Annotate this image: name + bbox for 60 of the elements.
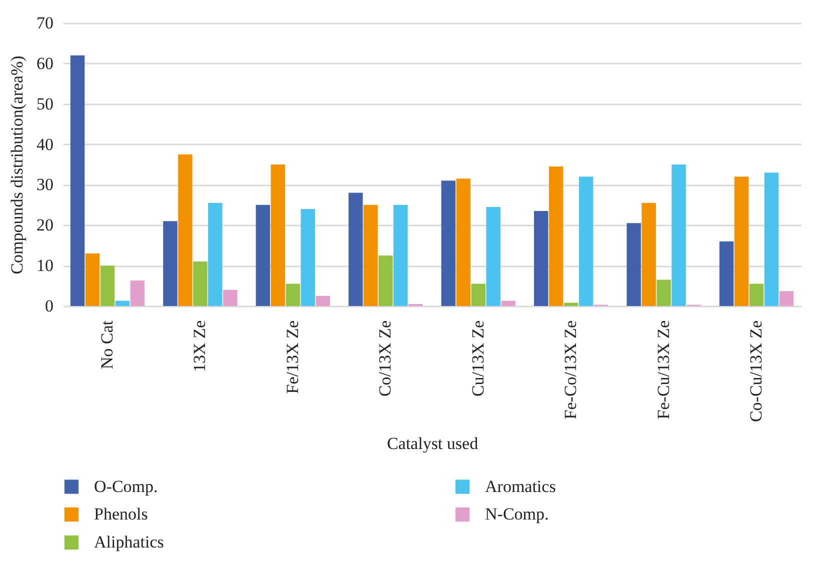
bar — [394, 204, 408, 306]
y-tick-label: 10 — [36, 256, 54, 276]
x-axis-title: Catalyst used — [386, 434, 479, 454]
legend-label: N-Comp. — [485, 504, 549, 524]
y-tick-label: 30 — [36, 175, 54, 194]
bar — [486, 206, 500, 306]
legend-label: Aromatics — [485, 476, 556, 496]
bar — [316, 296, 330, 306]
x-tick-label: 13X Ze — [190, 320, 210, 372]
bar — [223, 290, 238, 306]
bar — [534, 210, 548, 306]
bar — [642, 202, 656, 306]
bar — [193, 262, 208, 306]
bar — [378, 255, 393, 306]
bar — [564, 302, 578, 306]
bar — [734, 176, 749, 306]
bar — [456, 178, 470, 306]
bar — [672, 164, 686, 306]
bar — [626, 223, 641, 306]
x-tick-label: Fe-Cu/13X Ze — [654, 320, 673, 420]
y-axis-title: Compounds distribution(area%) — [8, 56, 26, 274]
x-tick-label: Cu/13X Ze — [468, 320, 488, 397]
legend-label: O-Comp. — [94, 476, 158, 496]
bar — [501, 300, 516, 306]
legend-label: Aliphatics — [94, 532, 164, 552]
x-tick-label: Fe/13X Ze — [282, 320, 302, 394]
bar — [764, 172, 779, 306]
y-tick-label: 20 — [36, 216, 54, 235]
y-tick-label: 50 — [36, 94, 54, 114]
bar — [578, 176, 594, 306]
x-tick-label: Co-Cu/13X Ze — [746, 320, 766, 422]
bar — [300, 208, 316, 306]
bar — [178, 154, 192, 306]
bar — [286, 284, 300, 306]
y-tick-label: 60 — [36, 54, 54, 73]
bar — [115, 300, 130, 306]
bar — [779, 291, 794, 306]
bar — [85, 253, 100, 306]
bar — [348, 192, 363, 306]
bar — [749, 284, 764, 306]
bar — [100, 266, 115, 306]
bar — [471, 284, 486, 306]
bar — [163, 221, 178, 306]
bar — [270, 164, 286, 306]
bar — [208, 202, 222, 306]
bar — [656, 280, 671, 306]
x-tick-label: No Cat — [98, 320, 117, 370]
y-tick-label: 40 — [36, 134, 54, 154]
x-tick-label: Co/13X Ze — [376, 320, 395, 397]
bar — [441, 180, 456, 306]
bar — [130, 280, 145, 306]
bar — [548, 166, 564, 306]
bar — [719, 241, 734, 306]
bar — [70, 55, 85, 306]
bar — [256, 204, 270, 306]
y-tick-label: 70 — [36, 14, 54, 32]
legend-label: Phenols — [94, 504, 148, 524]
x-tick-label: Fe-Co/13X Ze — [561, 320, 580, 420]
bar — [364, 204, 378, 306]
y-tick-label: 0 — [45, 296, 54, 316]
